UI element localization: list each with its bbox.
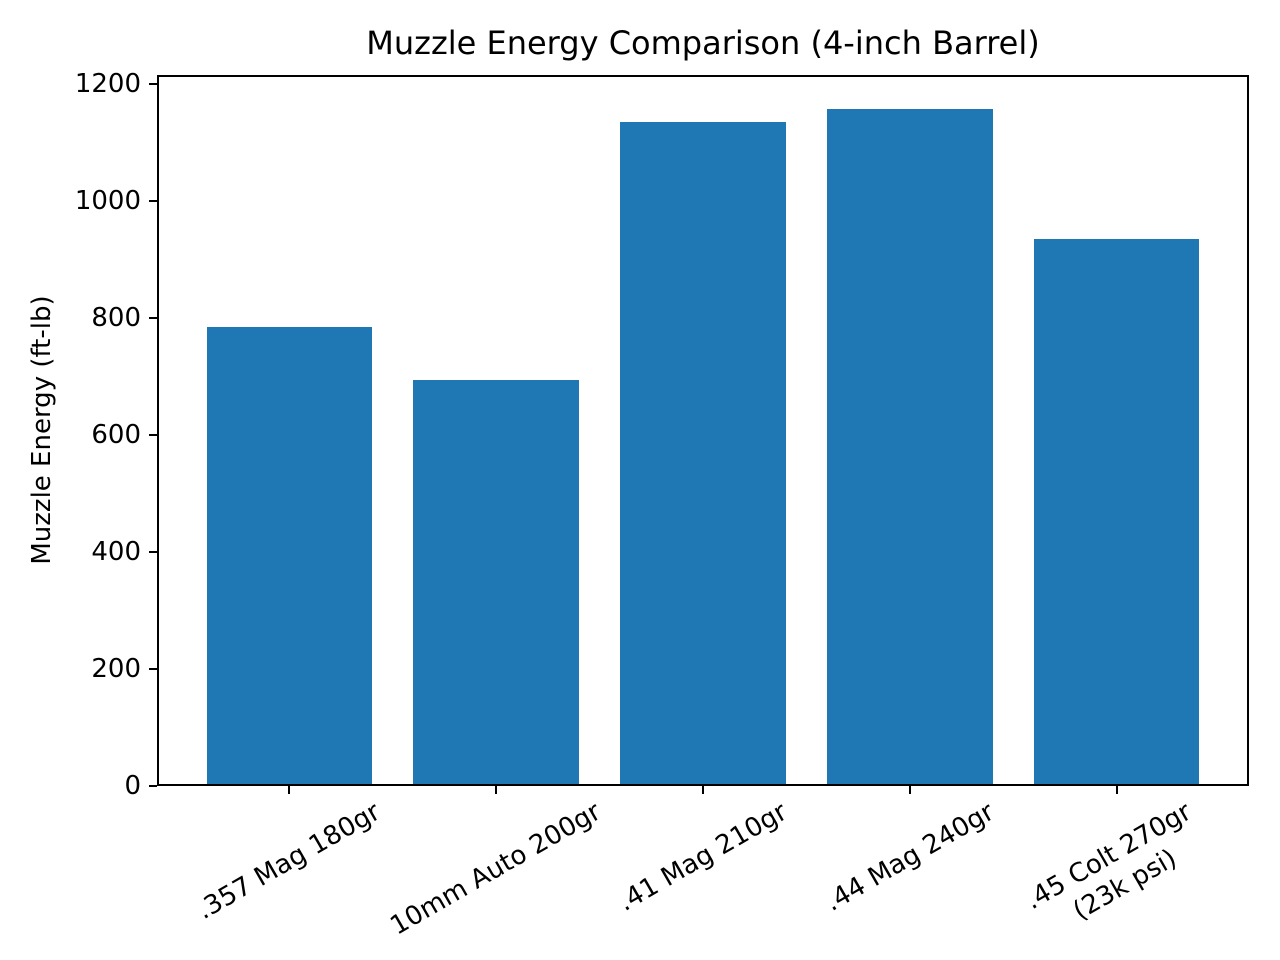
chart-title: Muzzle Energy Comparison (4-inch Barrel) [366,24,1040,62]
plot-area [157,75,1249,786]
x-tick-mark [495,786,498,794]
bar--41-mag-210gr [620,122,786,784]
x-tick-mark [288,786,291,794]
y-tick-label: 1000 [74,185,141,216]
bar-10mm-auto-200gr [413,379,579,784]
y-tick-mark [149,433,157,436]
y-tick-label: 200 [91,653,141,684]
y-tick-label: 400 [91,536,141,567]
x-tick-mark [908,786,911,794]
x-tick-label: .44 Mag 240gr [819,796,1000,918]
x-tick-mark [1115,786,1118,794]
x-tick-label: .45 Colt 270gr (23k psi) [1020,796,1197,927]
bar--44-mag-240gr [827,108,993,784]
x-tick-label: .357 Mag 180gr [192,796,386,926]
y-tick-label: 800 [91,302,141,333]
y-tick-label: 600 [91,419,141,450]
y-tick-mark [149,550,157,553]
y-tick-mark [149,316,157,319]
bar--45-colt-270gr [1033,238,1200,784]
y-tick-mark [149,199,157,202]
x-tick-label: 10mm Auto 200gr [385,796,607,942]
bar--357-mag-180gr [206,326,373,784]
y-tick-mark [149,667,157,670]
y-tick-mark [149,785,157,787]
y-tick-mark [149,82,157,85]
y-tick-label: 1200 [74,68,141,99]
x-tick-label: .41 Mag 210gr [613,796,793,918]
x-tick-mark [702,786,704,794]
y-tick-label: 0 [124,771,141,801]
